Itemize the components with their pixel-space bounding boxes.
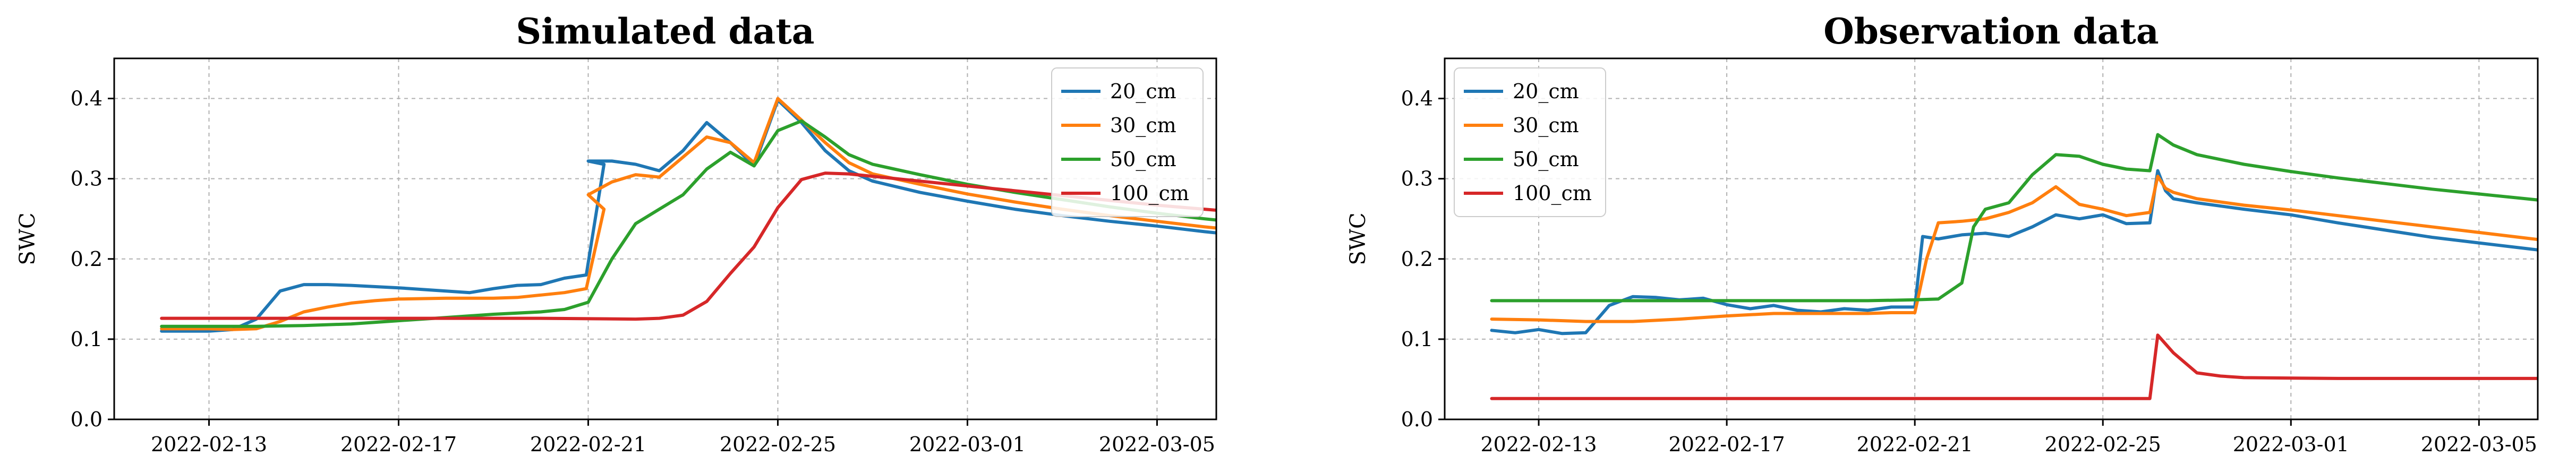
x-tick-label: 2022-03-01 [2233,433,2349,456]
series-line-20_cm [160,98,1216,333]
series-line-20_cm [1490,169,2538,336]
legend-label: 30_cm [1513,114,1579,137]
series-line-50_cm [1490,133,2538,303]
x-tick-label: 2022-02-25 [720,433,836,456]
y-tick-label: 0.3 [1401,167,1433,191]
x-tick-label: 2022-02-25 [2045,433,2161,456]
y-tick-label: 0.3 [71,167,103,191]
legend: 20_cm 30_cm 50_cm 100_cm [1051,67,1204,217]
y-tick-label: 0.0 [1401,408,1433,431]
series-line-30_cm [160,97,1216,331]
x-tick-label: 2022-02-17 [340,433,457,456]
y-tick-label: 0.4 [1401,87,1433,110]
x-tick-label: 2022-02-13 [1480,433,1597,456]
x-tick-label: 2022-03-05 [2421,433,2537,456]
y-tick-label: 0.4 [71,87,103,110]
observation-chart: 0.0 0.1 0.2 0.3 0.4 2022-02-13 2022-02-17 2022-… [1346,11,2539,456]
plot-frame [1444,57,2539,420]
plot-frame [113,57,1217,420]
x-tick-label: 2022-02-21 [1857,433,1973,456]
y-tick-label: 0.2 [71,247,103,271]
y-tick-label: 0.1 [1401,328,1433,351]
series-line-100_cm [1490,333,2538,400]
simulated-chart: 0.0 0.1 0.2 0.3 0.4 2022-02-13 2022-02-17 2022-… [15,11,1217,456]
y-axis-label: SWC [15,212,40,265]
y-axis-label: SWC [1346,212,1370,265]
legend-label: 30_cm [1110,114,1176,137]
series-line-30_cm [1490,175,2538,323]
x-tick-label: 2022-03-01 [909,433,1026,456]
legend-label: 20_cm [1513,80,1579,104]
legend-box [1454,67,1606,217]
legend-label: 20_cm [1110,80,1176,104]
chart-title: Simulated data [516,11,814,52]
chart-title: Observation data [1823,11,2159,52]
legend-label: 50_cm [1513,148,1579,171]
legend-label: 100_cm [1110,182,1189,205]
legend-label: 100_cm [1513,182,1592,205]
x-tick-label: 2022-02-17 [1669,433,1785,456]
x-tick-label: 2022-02-13 [151,433,267,456]
legend-label: 50_cm [1110,148,1176,171]
x-tick-label: 2022-02-21 [530,433,646,456]
y-tick-label: 0.1 [71,328,103,351]
legend-box [1051,67,1204,217]
y-tick-label: 0.2 [1401,247,1433,271]
legend: 20_cm 30_cm 50_cm 100_cm [1454,67,1606,217]
x-tick-label: 2022-03-05 [1099,433,1215,456]
y-tick-label: 0.0 [71,408,103,431]
